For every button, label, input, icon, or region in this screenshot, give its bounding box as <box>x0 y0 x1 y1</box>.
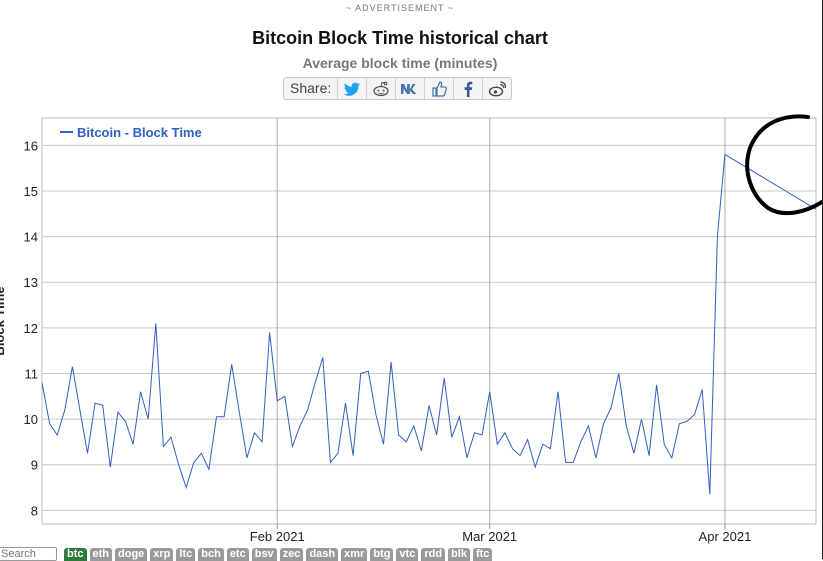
y-tick-label: 15 <box>24 184 38 199</box>
weibo-icon[interactable] <box>483 78 511 99</box>
vk-icon[interactable] <box>396 78 426 99</box>
y-axis-label: Block Time <box>0 286 7 355</box>
coin-tab-blk[interactable]: blk <box>448 548 470 561</box>
y-tick-label: 9 <box>31 458 38 473</box>
coin-tab-xmr[interactable]: xmr <box>341 548 368 561</box>
reddit-icon[interactable] <box>367 78 397 99</box>
block-time-chart: 8 9 10 11 12 13 14 15 16 Feb 2021 Mar 2021 Apr 2021… <box>0 114 823 544</box>
facebook-icon[interactable] <box>454 78 484 99</box>
share-bar: Share: <box>283 77 513 100</box>
y-tick-label: 14 <box>24 230 38 245</box>
series-line-0 <box>42 153 817 495</box>
like-icon[interactable] <box>425 78 455 99</box>
bottom-toolbar: btcethdogexrpltcbchetcbsvzecdashxmrbtgvt… <box>0 546 823 561</box>
coin-tab-ltc[interactable]: ltc <box>176 548 196 561</box>
coin-tab-vtc[interactable]: vtc <box>396 548 419 561</box>
chart-subtitle: Average block time (minutes) <box>302 55 498 71</box>
y-tick-label: 16 <box>24 138 38 153</box>
x-tick-label: Feb 2021 <box>250 529 305 544</box>
x-tick-label: Mar 2021 <box>462 529 517 544</box>
coin-tab-ftc[interactable]: ftc <box>472 548 493 561</box>
search-input[interactable] <box>0 547 57 561</box>
y-tick-label: 11 <box>25 366 39 381</box>
twitter-icon[interactable] <box>338 78 368 99</box>
coin-tab-etc[interactable]: etc <box>226 548 249 561</box>
chart-title: Bitcoin Block Time historical chart <box>252 28 548 48</box>
coin-tab-btg[interactable]: btg <box>370 548 394 561</box>
y-tick-label: 8 <box>31 503 38 518</box>
coin-tab-bsv[interactable]: bsv <box>251 548 277 561</box>
coin-tab-dash[interactable]: dash <box>306 548 339 561</box>
coin-tab-rdd[interactable]: rdd <box>421 548 446 561</box>
share-label: Share: <box>284 78 339 99</box>
y-tick-label: 12 <box>24 321 38 336</box>
coin-tab-bch[interactable]: bch <box>198 548 224 561</box>
coin-tab-btc[interactable]: btc <box>64 548 87 561</box>
x-tick-label: Apr 2021 <box>699 529 752 544</box>
y-tick-label: 13 <box>24 275 38 290</box>
legend-label: Bitcoin - Block Time <box>77 125 202 140</box>
coin-tab-list: btc eth doge xrp ltc bch etc bsv zec dash xmr btg vt… <box>64 548 493 561</box>
advertisement-label: ~ ADVERTISEMENT ~ <box>345 3 455 13</box>
coin-tab-zec[interactable]: zec <box>279 548 304 561</box>
coin-tab-doge[interactable]: doge <box>115 548 148 561</box>
annotation-circle <box>745 114 823 216</box>
coin-tab-eth[interactable]: eth <box>89 548 112 561</box>
y-tick-label: 10 <box>24 412 38 427</box>
coin-tab-xrp[interactable]: xrp <box>150 548 174 561</box>
plot-area <box>41 117 817 525</box>
